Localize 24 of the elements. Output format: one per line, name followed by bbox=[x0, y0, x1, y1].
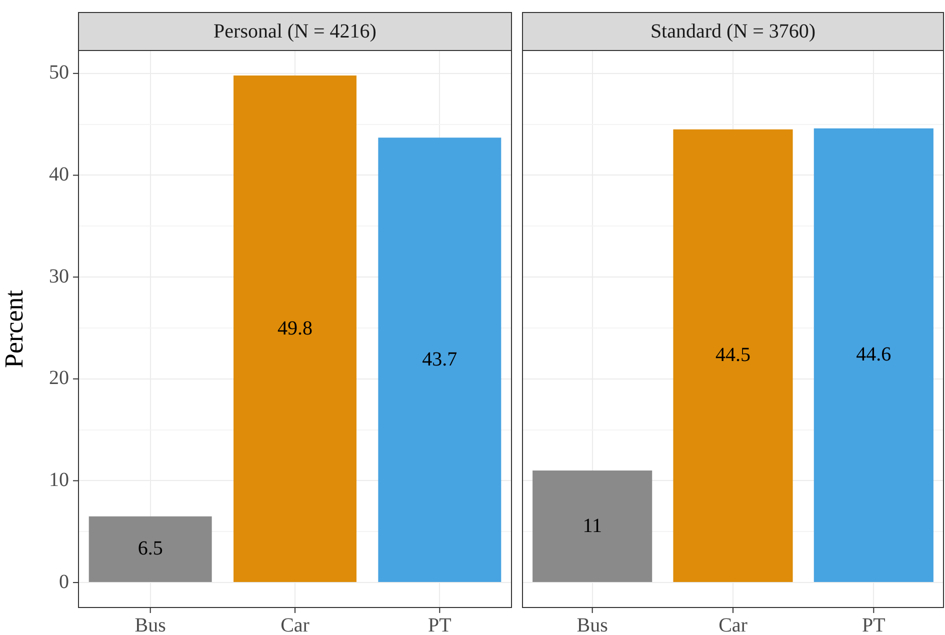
bar bbox=[378, 138, 502, 582]
chart-title: Personal (N = 4216) bbox=[214, 20, 376, 42]
y-tick-label: 10 bbox=[49, 468, 69, 491]
x-tick-label: Bus bbox=[134, 614, 166, 635]
data-label: 49.8 bbox=[278, 317, 312, 340]
y-tick-label: 50 bbox=[49, 62, 69, 84]
x-tick-label: Car bbox=[280, 614, 310, 635]
data-label: 44.6 bbox=[856, 344, 892, 366]
data-label: 44.5 bbox=[716, 344, 750, 366]
data-label: 11 bbox=[582, 514, 602, 537]
x-tick-label: PT bbox=[862, 614, 886, 635]
chart-title: Standard (N = 3760) bbox=[650, 20, 816, 42]
y-tick-label: 40 bbox=[49, 163, 69, 186]
x-tick-label: Car bbox=[718, 614, 748, 635]
x-tick-label: PT bbox=[428, 614, 452, 635]
y-tick-label: 0 bbox=[59, 570, 69, 593]
data-label: 43.7 bbox=[422, 348, 458, 370]
bar bbox=[88, 516, 212, 582]
x-tick-label: Bus bbox=[576, 614, 608, 635]
bar bbox=[234, 75, 356, 582]
y-tick-label: 20 bbox=[49, 367, 69, 390]
data-label: 6.5 bbox=[138, 538, 163, 560]
y-axis-title: Percent bbox=[0, 289, 28, 368]
y-tick-label: 30 bbox=[49, 265, 69, 288]
